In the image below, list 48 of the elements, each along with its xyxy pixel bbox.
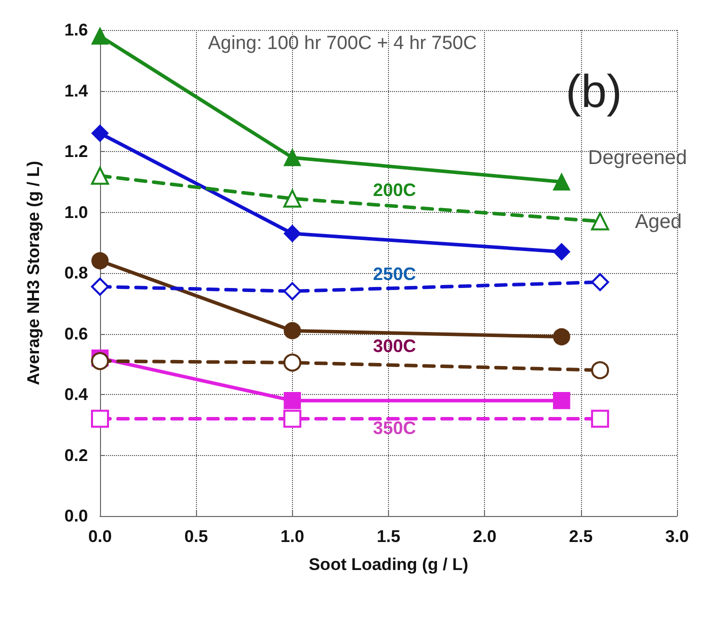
point: [284, 224, 301, 242]
x-tick-label: 1.0: [280, 527, 304, 546]
point: [91, 352, 109, 370]
y-tick-label: 1.2: [64, 142, 88, 161]
point: [91, 27, 109, 45]
point: [91, 278, 109, 296]
point: [91, 166, 109, 185]
y-tick-label: 0.0: [64, 506, 88, 526]
y-tick-label: 1.6: [64, 20, 88, 40]
y-tick-label: 0.4: [64, 385, 89, 404]
x-tick-label: 2.0: [472, 527, 496, 546]
y-axis-title: Average NH3 Storage (g / L): [24, 160, 43, 386]
annotation: 200C: [373, 180, 416, 200]
annotation: Aging: 100 hr 700C + 4 hr 750C: [208, 33, 477, 54]
point: [284, 322, 301, 340]
annotation: (b): [566, 65, 622, 117]
x-tick-label: 2.5: [569, 527, 593, 546]
annotation: 300C: [373, 336, 416, 356]
point: [553, 243, 570, 260]
annotation: 250C: [373, 264, 416, 284]
x-tick-label: 0.5: [184, 527, 208, 546]
x-tick-label: 3.0: [665, 527, 689, 546]
y-tick-label: 0.6: [64, 324, 88, 344]
point: [591, 273, 610, 292]
point: [283, 190, 302, 208]
point: [91, 252, 109, 270]
point: [283, 354, 302, 372]
point: [284, 148, 301, 166]
point: [591, 410, 610, 428]
point: [591, 212, 610, 230]
y-tick-label: 0.2: [64, 446, 88, 465]
annotation: Degreened: [588, 147, 687, 169]
point: [553, 392, 570, 410]
y-tick-label: 1.0: [64, 202, 88, 222]
y-tick-label: 1.4: [64, 81, 89, 100]
point: [284, 392, 301, 410]
x-tick-label: 1.5: [376, 527, 400, 546]
x-tick-label: 0.0: [88, 527, 112, 546]
annotation: 350C: [373, 418, 416, 438]
point: [91, 124, 109, 142]
point: [283, 282, 302, 300]
point: [91, 410, 109, 428]
y-tick-label: 0.8: [64, 264, 88, 282]
point: [553, 173, 570, 190]
annotation: Aged: [635, 211, 682, 233]
x-axis-title: Soot Loading (g / L): [308, 555, 468, 574]
point: [283, 410, 302, 428]
point: [553, 328, 570, 346]
